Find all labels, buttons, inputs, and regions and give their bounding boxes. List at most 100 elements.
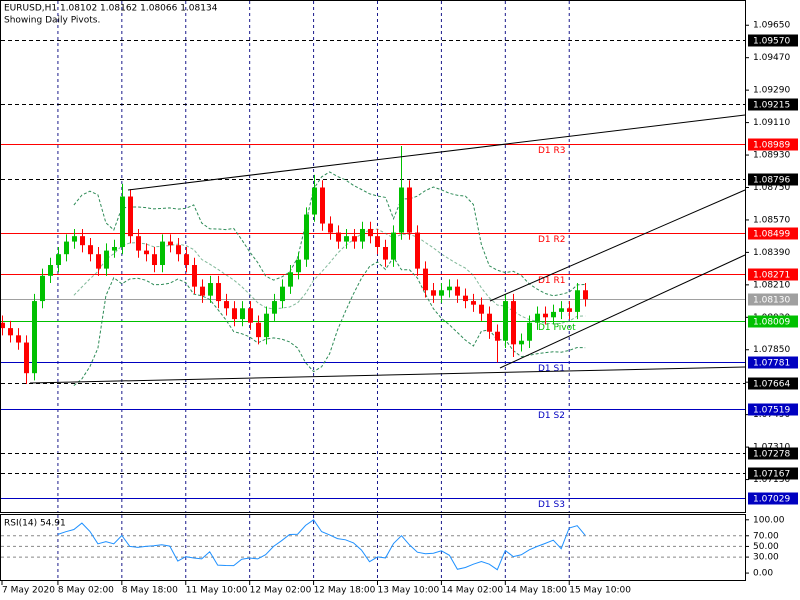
- level-label: 1.08009: [753, 318, 790, 328]
- candle-body: [415, 232, 420, 269]
- x-tick-label: 7 May 2020: [2, 586, 55, 596]
- candle-body: [256, 322, 261, 338]
- candle-body: [136, 236, 141, 251]
- x-tick-label: 12 May 02:00: [250, 586, 312, 596]
- candle-body: [543, 313, 548, 318]
- candle-body: [320, 187, 325, 224]
- level-label: 1.08271: [753, 271, 790, 281]
- levels: D1 R3 D1 R2 D1 R1 D1 Pivot D1 S1 D1 S2 D1 S3: [1, 40, 745, 510]
- level-label: 1.07781: [753, 359, 790, 369]
- candle-body: [264, 313, 269, 338]
- level-label-box: [748, 315, 798, 328]
- level-label: 1.08989: [753, 141, 790, 151]
- candle-body: [24, 342, 29, 374]
- level-label-box: [748, 34, 798, 47]
- candle-body: [216, 283, 221, 302]
- level-label-box: [748, 467, 798, 480]
- candle-body: [583, 290, 588, 300]
- level-label: 1.08796: [753, 176, 790, 186]
- y-tick-label: 1.08210: [753, 280, 790, 290]
- rsi-tick-label: 0.00: [753, 569, 773, 579]
- x-tick-label: 12 May 18:00: [314, 586, 376, 596]
- level-label-box: [748, 173, 798, 186]
- axes: 7 May 2020 8 May 02:00 8 May 18:00 11 May 1…: [1, 21, 798, 596]
- level-label: 1.09570: [753, 37, 790, 47]
- level-label-box: [748, 98, 798, 111]
- candle-body: [72, 236, 77, 242]
- level-label-box: [748, 138, 798, 151]
- candle-body: [104, 250, 109, 269]
- x-tick-label: 8 May 18:00: [122, 586, 178, 596]
- candle-body: [423, 268, 428, 291]
- candle-body: [168, 241, 173, 246]
- rsi-tick-label: 30.00: [753, 553, 779, 563]
- level-label: 1.08130: [753, 296, 790, 306]
- candle-body: [224, 301, 229, 309]
- x-tick-label: 14 May 02:00: [441, 586, 503, 596]
- candle-body: [479, 304, 484, 314]
- candle-body: [64, 241, 69, 255]
- level-name: D1 R1: [538, 276, 566, 286]
- level-name: D1 S2: [538, 411, 565, 421]
- level-name: D1 R2: [538, 235, 566, 245]
- candle-body: [80, 236, 85, 246]
- rsi-title: RSI(14) 54.91: [4, 519, 66, 529]
- candle-body: [439, 290, 444, 296]
- rsi-line: [57, 519, 586, 571]
- candle-body: [511, 301, 516, 345]
- candle-body: [407, 187, 412, 233]
- candle-body: [96, 254, 101, 269]
- trend-line: [29, 366, 746, 384]
- candle-body: [383, 246, 388, 260]
- level-label-box: [748, 492, 798, 505]
- x-tick-label: 13 May 10:00: [377, 586, 439, 596]
- candle-body: [200, 286, 205, 296]
- rsi-tick-label: 50.00: [753, 542, 779, 552]
- candle-body: [176, 245, 181, 255]
- candle-body: [567, 308, 572, 312]
- grid: [57, 1, 570, 580]
- level-name: D1 S3: [538, 500, 565, 510]
- candles: [0, 146, 588, 384]
- candle-body: [368, 228, 373, 237]
- candle-body: [447, 286, 452, 291]
- level-label: 1.07278: [753, 450, 790, 460]
- candle-body: [8, 328, 13, 336]
- candle-body: [280, 286, 285, 302]
- candle-body: [232, 308, 237, 320]
- candle-body: [192, 265, 197, 287]
- candle-body: [128, 196, 133, 237]
- candle-body: [551, 311, 556, 318]
- candle-body: [48, 265, 53, 276]
- candle-body: [503, 301, 508, 341]
- trend-line: [499, 254, 746, 369]
- candle-body: [559, 308, 564, 312]
- rsi-frame: [0, 514, 746, 581]
- level-label-box: [748, 403, 798, 416]
- trend-lines: [29, 114, 746, 384]
- level-label: 1.07029: [753, 495, 790, 505]
- candle-body: [296, 259, 301, 273]
- candle-body: [16, 335, 21, 343]
- level-name: D1 Pivot: [538, 323, 576, 333]
- x-tick-label: 8 May 02:00: [58, 586, 114, 596]
- candle-body: [144, 250, 149, 255]
- candle-body: [32, 301, 37, 374]
- candle-body: [184, 254, 189, 266]
- candle-body: [40, 275, 45, 302]
- candle-body: [304, 214, 309, 260]
- trend-line: [489, 189, 746, 302]
- candle-body: [272, 301, 277, 314]
- x-tick-label: 14 May 18:00: [505, 586, 567, 596]
- candle-body: [495, 331, 500, 341]
- level-label: 1.09215: [753, 101, 790, 111]
- candle-body: [288, 272, 293, 287]
- y-tick-label: 1.08570: [753, 215, 790, 225]
- candle-body: [360, 228, 365, 242]
- y-tick-label: 1.07130: [753, 475, 790, 485]
- rsi-tick-label: 70.00: [753, 531, 779, 541]
- candle-body: [375, 236, 380, 247]
- candle-body: [527, 322, 532, 341]
- level-name: D1 S1: [538, 364, 565, 374]
